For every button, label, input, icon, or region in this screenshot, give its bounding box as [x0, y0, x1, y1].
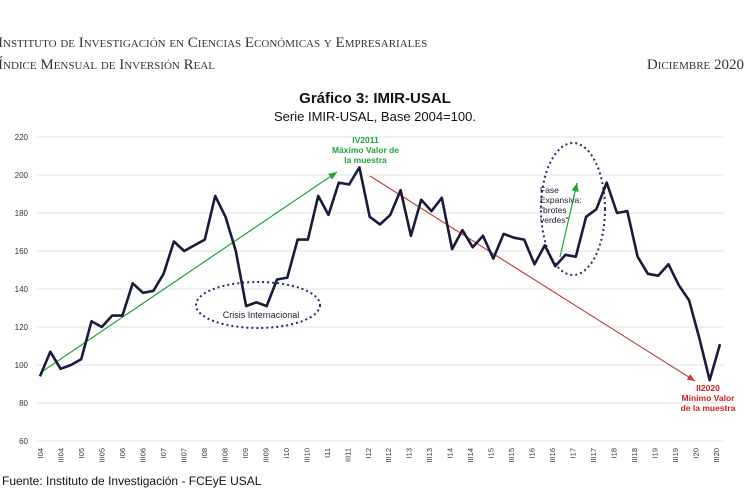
x-tick-label: I14: [446, 448, 455, 458]
expansion-line2: Expansiva:: [540, 195, 582, 205]
x-tick-label: I16: [528, 448, 537, 458]
max-trend-arrow: [39, 171, 338, 374]
x-tick-label: I18: [610, 448, 619, 458]
crisis-ellipse: [195, 281, 321, 329]
expansion-line1: Fase: [540, 185, 559, 195]
chart-subtitle: Serie IMIR-USAL, Base 2004=100.: [274, 109, 476, 124]
y-tick-label: 100: [15, 361, 29, 370]
y-tick-label: 80: [19, 399, 28, 408]
x-tick-label: III11: [343, 448, 352, 462]
x-tick-label: I19: [651, 448, 660, 458]
x-tick-label: III08: [220, 448, 229, 463]
x-tick-label: I07: [159, 448, 168, 458]
source-footer: Fuente: Instituto de Investigación - FCE…: [2, 474, 262, 488]
x-tick-label: I17: [569, 448, 578, 458]
min-annotation-line2: de la muestra: [680, 403, 736, 413]
y-tick-label: 160: [15, 247, 29, 256]
y-tick-label: 200: [15, 171, 29, 180]
x-tick-label: III15: [507, 448, 516, 463]
x-tick-label: I05: [77, 448, 86, 458]
x-tick-label: III12: [384, 448, 393, 463]
x-tick-label: I04: [36, 448, 45, 458]
min-annotation-line1: Mínimo Valor: [681, 393, 735, 403]
expansion-line4: verdes": [540, 215, 569, 225]
index-name-header: Índice Mensual de Inversión Real: [0, 57, 215, 73]
x-tick-label: III16: [548, 448, 557, 463]
expansion-line3: "brotes: [540, 205, 567, 215]
x-tick-label: I11: [323, 448, 332, 458]
y-tick-label: 140: [15, 285, 29, 294]
x-tick-label: III10: [302, 448, 311, 463]
x-tick-label: I20: [692, 448, 701, 458]
x-tick-label: III18: [630, 448, 639, 463]
expansion-ellipse: [540, 142, 606, 276]
chart-title: Gráfico 3: IMIR-USAL: [299, 90, 451, 107]
y-tick-label: 220: [15, 133, 29, 142]
max-annotation: IV2011 Máximo Valor de la muestra: [318, 135, 413, 165]
x-tick-label: III06: [138, 448, 147, 463]
x-tick-label: I10: [282, 448, 291, 458]
crisis-annotation: Crisis Internacional: [222, 310, 300, 320]
x-tick-label: I12: [364, 448, 373, 458]
y-tick-label: 180: [15, 209, 29, 218]
x-tick-label: III04: [56, 448, 65, 463]
report-date: Diciembre 2020: [646, 57, 744, 73]
x-tick-label: III19: [671, 448, 680, 463]
institute-header: Instituto de Investigación en Ciencias E…: [0, 35, 428, 51]
min-trend-arrow: [369, 175, 696, 382]
x-tick-label: III07: [179, 448, 188, 463]
x-tick-label: III09: [261, 448, 270, 463]
max-annotation-line1: Máximo Valor de: [331, 145, 400, 155]
max-annotation-period: IV2011: [352, 135, 379, 145]
x-tick-label: III13: [425, 448, 434, 463]
x-tick-label: III20: [712, 448, 721, 463]
x-tick-label: III05: [97, 448, 106, 463]
x-tick-label: I09: [241, 448, 250, 458]
min-annotation-period: II2020: [696, 383, 720, 393]
min-annotation: II2020 Mínimo Valor de la muestra: [668, 383, 748, 413]
x-tick-label: I15: [487, 448, 496, 458]
x-tick-label: III14: [466, 448, 475, 463]
expansion-annotation: Fase Expansiva: "brotes verdes": [540, 185, 600, 225]
recovery-arrow: [559, 182, 579, 258]
x-tick-label: I08: [200, 448, 209, 458]
y-tick-label: 60: [19, 437, 28, 446]
imir-series-line: [38, 166, 722, 382]
x-tick-label: I06: [118, 448, 127, 458]
max-annotation-line2: la muestra: [344, 155, 387, 165]
x-tick-label: I13: [405, 448, 414, 458]
y-tick-label: 120: [15, 323, 29, 332]
x-tick-label: III17: [589, 448, 598, 463]
